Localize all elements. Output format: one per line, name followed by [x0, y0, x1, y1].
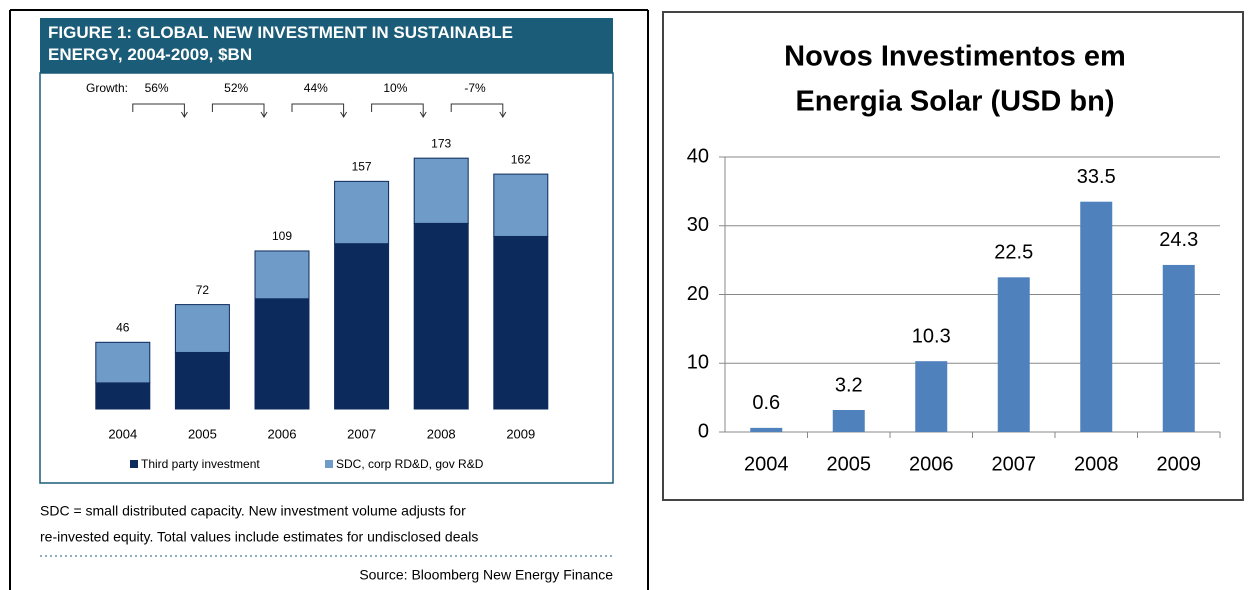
- bar-segment: [334, 243, 390, 410]
- growth-bracket: [450, 103, 507, 118]
- value-label: 10.3: [912, 325, 951, 347]
- growth-value: 44%: [304, 81, 328, 95]
- legend-label: SDC, corp RD&D, gov R&D: [336, 457, 484, 471]
- bar: [750, 427, 783, 432]
- growth-value: 10%: [383, 81, 407, 95]
- note: SDC = small distributed capacity. New in…: [40, 503, 466, 519]
- source: Source: Bloomberg New Energy Finance: [359, 567, 613, 583]
- x-tick-label: 2004: [744, 453, 789, 475]
- bar: [915, 361, 948, 432]
- y-tick-label: 0: [698, 420, 709, 442]
- bar: [997, 277, 1030, 432]
- bar-segment: [254, 298, 310, 410]
- bar-segment: [493, 235, 549, 410]
- x-tick-label: 2008: [427, 426, 456, 441]
- y-tick-label: 10: [687, 352, 709, 374]
- value-label: 33.5: [1077, 166, 1116, 188]
- bar-segment: [174, 304, 230, 353]
- total-label: 173: [431, 136, 451, 150]
- legend-label: Third party investment: [141, 457, 260, 471]
- total-label: 157: [352, 160, 372, 174]
- header-band: [40, 18, 613, 73]
- bar: [1080, 201, 1113, 432]
- bar-segment: [95, 341, 151, 384]
- bar: [1162, 264, 1195, 432]
- value-label: 24.3: [1159, 229, 1198, 251]
- growth-value: 56%: [145, 81, 169, 95]
- x-tick-label: 2009: [506, 426, 535, 441]
- x-tick-label: 2004: [108, 426, 137, 441]
- total-label: 162: [511, 152, 531, 166]
- bar-segment: [174, 351, 230, 410]
- x-tick-label: 2005: [188, 426, 217, 441]
- growth-bracket: [291, 103, 348, 118]
- x-tick-label: 2006: [268, 426, 297, 441]
- growth-label: Growth:: [86, 81, 128, 95]
- chart-frame: [662, 11, 1244, 501]
- chart-frame: [39, 72, 614, 484]
- x-tick-label: 2005: [827, 453, 872, 475]
- bar-segment: [95, 382, 151, 410]
- y-tick-label: 30: [687, 214, 709, 236]
- growth-value: 52%: [224, 81, 248, 95]
- bar-segment: [493, 173, 549, 237]
- x-tick-label: 2007: [347, 426, 376, 441]
- chart-title: Novos Investimentos em: [784, 41, 1126, 73]
- value-label: 22.5: [994, 242, 1033, 264]
- x-tick-label: 2009: [1157, 453, 1202, 475]
- growth-value: -7%: [464, 81, 486, 95]
- y-tick-label: 40: [687, 145, 709, 167]
- growth-bracket: [211, 103, 268, 118]
- bar: [832, 410, 865, 432]
- value-label: 3.2: [835, 374, 863, 396]
- bar-segment: [254, 250, 310, 300]
- y-tick-label: 20: [687, 283, 709, 305]
- bar-segment: [334, 180, 390, 245]
- total-label: 109: [272, 229, 292, 243]
- bar-segment: [413, 157, 469, 224]
- growth-bracket: [371, 103, 427, 118]
- x-tick-label: 2008: [1074, 453, 1119, 475]
- legend-swatch: [130, 460, 138, 468]
- value-label: 0.6: [752, 392, 780, 414]
- bar-segment: [413, 222, 469, 410]
- x-tick-label: 2007: [992, 453, 1037, 475]
- x-tick-label: 2006: [909, 453, 954, 475]
- total-label: 46: [116, 320, 130, 334]
- chart-title: FIGURE 1: GLOBAL NEW INVESTMENT IN SUSTA…: [48, 23, 513, 64]
- legend-swatch: [325, 460, 333, 468]
- total-label: 72: [196, 283, 210, 297]
- note: re-invested equity. Total values include…: [40, 529, 478, 545]
- chart-title: Energia Solar (USD bn): [795, 86, 1114, 118]
- growth-bracket: [132, 103, 188, 118]
